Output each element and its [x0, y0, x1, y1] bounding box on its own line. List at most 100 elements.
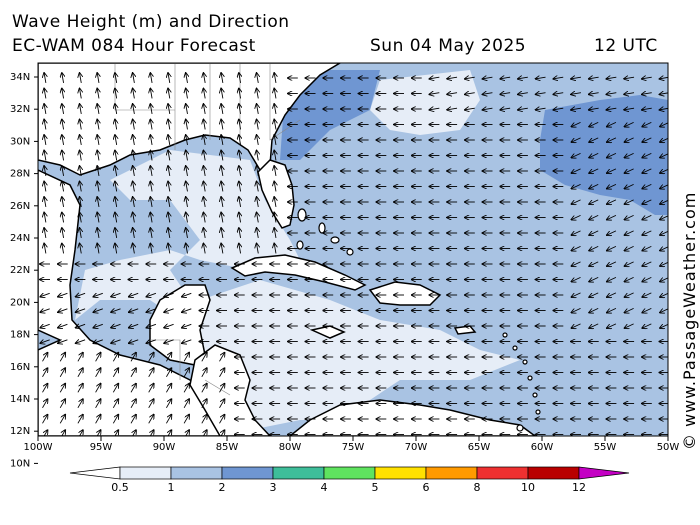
wave-arrow: [44, 166, 46, 177]
wave-arrow: [150, 89, 152, 99]
lat-label: 32N: [10, 104, 30, 115]
wave-arrow: [44, 197, 46, 208]
wave-arrow: [59, 384, 65, 393]
wave-arrow: [202, 430, 207, 436]
wave-arrow: [149, 430, 154, 436]
wave-arrow: [115, 166, 117, 177]
ocean-calm-gulf: [75, 150, 300, 330]
wave-arrow: [111, 293, 121, 296]
wave-arrow: [607, 230, 617, 235]
wave-arrow: [133, 197, 135, 208]
wave-arrow: [589, 108, 599, 110]
wave-arrow: [150, 104, 152, 115]
lat-label: 26N: [10, 201, 30, 212]
wave-arrow: [625, 168, 634, 173]
wave-arrow: [62, 197, 64, 208]
wave-arrow: [589, 214, 599, 219]
wave-arrow: [642, 230, 652, 235]
wave-arrow: [44, 213, 46, 223]
wave-arrow: [483, 77, 493, 79]
wave-arrow: [168, 182, 170, 192]
wave-arrow: [62, 104, 64, 115]
wave-arrow: [257, 213, 259, 223]
wave-arrow: [115, 73, 117, 84]
wave-arrow: [133, 135, 135, 146]
land-bahamas: [296, 208, 354, 256]
colorbar-tick-label: 1: [168, 481, 175, 494]
wave-arrow: [606, 108, 617, 110]
wave-arrow: [625, 276, 634, 281]
wave-arrow: [465, 93, 475, 95]
wave-arrow: [571, 108, 582, 110]
wave-height-colorbar: 0.5 1 2 3 4 5 6 8 10 12: [69, 466, 630, 494]
wave-arrow: [625, 292, 634, 297]
wave-arrow: [589, 199, 599, 204]
wave-arrow: [77, 399, 83, 409]
map-title: Wave Height (m) and Direction: [12, 12, 290, 32]
wave-arrow: [274, 120, 276, 130]
wave-arrow: [257, 151, 259, 161]
wave-arrow: [59, 353, 65, 362]
wave-arrow: [274, 228, 276, 239]
wave-arrow: [80, 197, 82, 208]
wave-arrow: [220, 430, 225, 436]
wave-arrow: [184, 430, 189, 436]
lon-label: 80W: [279, 442, 302, 453]
wave-arrow: [274, 104, 276, 115]
colorbar-tick-label: 4: [321, 481, 328, 494]
wave-arrow: [166, 430, 171, 436]
wave-arrow: [166, 368, 171, 378]
wave-arrow: [44, 228, 46, 239]
wave-arrow: [500, 77, 511, 79]
forecast-time: 12 UTC: [594, 36, 658, 56]
wave-arrow: [77, 353, 83, 362]
wave-arrow: [257, 166, 259, 177]
wave-arrow: [221, 120, 223, 130]
wave-arrow: [571, 307, 581, 312]
wave-arrow: [166, 415, 171, 424]
wave-arrow: [625, 307, 634, 312]
wave-arrow: [447, 93, 458, 95]
wave-arrow: [111, 340, 121, 343]
wave-arrow: [183, 368, 189, 378]
wave-arrow: [589, 307, 599, 312]
wave-arrow: [429, 108, 440, 110]
wave-arrow: [274, 73, 276, 84]
wave-arrow: [93, 340, 103, 343]
wave-arrow: [274, 166, 276, 177]
wave-arrow: [201, 415, 207, 424]
wave-arrow: [607, 292, 617, 297]
wave-arrow: [115, 135, 117, 146]
wave-arrow: [239, 197, 241, 208]
wave-arrow: [221, 182, 223, 192]
wave-arrow: [150, 228, 152, 239]
wave-arrow: [183, 353, 189, 362]
wave-arrow: [168, 197, 170, 208]
wave-arrow: [40, 340, 50, 343]
wave-arrow: [97, 73, 99, 84]
wave-arrow: [571, 168, 581, 173]
colorbar-segment: [119, 466, 172, 480]
wave-arrow: [239, 135, 241, 146]
wave-arrow: [571, 93, 582, 95]
wave-arrow: [95, 384, 101, 393]
colorbar-tick-label: 8: [474, 481, 481, 494]
wave-arrow: [40, 309, 50, 312]
wave-arrow: [625, 137, 634, 142]
wave-arrow: [183, 384, 189, 393]
wave-arrow: [239, 213, 241, 223]
wave-arrow: [203, 89, 205, 99]
wave-arrow: [129, 324, 139, 327]
wave-arrow: [447, 77, 458, 79]
wave-arrow: [589, 183, 599, 188]
wave-arrow: [642, 183, 652, 188]
wave-arrow: [186, 120, 188, 130]
wave-arrow: [607, 245, 617, 250]
wave-arrow: [625, 199, 634, 204]
wave-arrow: [607, 121, 617, 126]
wave-arrow: [97, 166, 99, 177]
wave-arrow: [42, 368, 48, 378]
wave-arrow: [148, 368, 154, 378]
wave-arrow: [164, 340, 174, 343]
